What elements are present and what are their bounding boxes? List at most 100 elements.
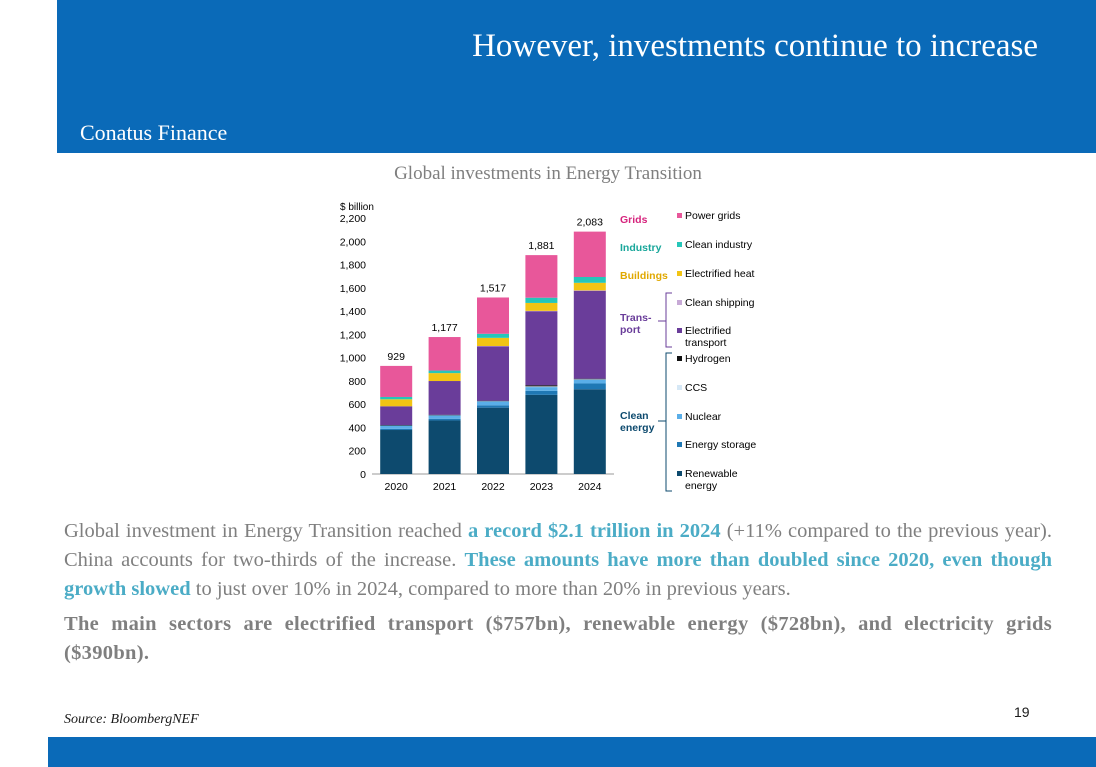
chart-title: Global investments in Energy Transition (394, 163, 702, 184)
y-tick-label: 1,400 (340, 306, 366, 318)
bar-segment (380, 425, 413, 426)
bar-segment (428, 414, 461, 416)
bar-segment (573, 379, 606, 380)
bar-segment (477, 400, 509, 402)
legend-label: CCS (685, 382, 707, 394)
legend-swatch (677, 356, 682, 361)
p1-text-3: to just over 10% in 2024, compared to mo… (190, 578, 791, 600)
bar-segment (573, 276, 606, 283)
bar-total-label: 2,083 (577, 217, 603, 229)
investment-chart: $ billion 0 200 400 600 800 1,000 1,200 1,400 1,6… (340, 202, 757, 493)
bar-segment (477, 401, 509, 406)
bar-segment (428, 381, 461, 415)
bar-segment (428, 420, 461, 474)
bar-segment (477, 346, 509, 401)
bar-segment (477, 346, 509, 347)
x-tick-label: 2023 (530, 481, 554, 493)
bar-segment (477, 400, 509, 402)
footer-bar (48, 737, 1096, 767)
legend-swatch (677, 271, 682, 276)
bar-segment (428, 415, 461, 419)
bar-total-label: 1,881 (528, 240, 554, 252)
bar-segment (525, 255, 558, 298)
bar-segment (573, 231, 606, 277)
bar-segment (428, 337, 461, 371)
x-tick-label: 2024 (578, 481, 602, 493)
legend-label: Energy storage (685, 439, 756, 451)
bar-segment (525, 297, 558, 303)
legend-label: Nuclear (685, 411, 722, 423)
body-text: Global investment in Energy Transition r… (64, 517, 1052, 674)
bar-segment (525, 390, 558, 395)
legend-swatch (677, 300, 682, 305)
legend-group-label: Clean energy (620, 410, 655, 434)
p1-highlight-2: These amounts have more than doubled sin… (64, 549, 1052, 600)
bar-total-label: 1,177 (431, 322, 457, 334)
bar-segment (525, 310, 558, 312)
bar-total-label: 929 (387, 351, 405, 363)
bar-segment (573, 383, 606, 390)
bar-segment (573, 379, 606, 384)
bar-segment (380, 425, 413, 429)
bar-segment (525, 394, 558, 474)
y-tick-label: 0 (360, 469, 366, 481)
legend-swatch (677, 471, 682, 476)
legend-swatch (677, 442, 682, 447)
clean-energy-bracket (658, 352, 672, 492)
header-bar: However, investments continue to increas… (57, 0, 1096, 153)
bar-segment (573, 290, 606, 291)
legend-label: Clean industry (685, 239, 753, 251)
bar-segment (477, 407, 509, 474)
source-note: Source: BloombergNEF (64, 712, 199, 727)
y-tick-label: 2,000 (340, 236, 366, 248)
transport-bracket (658, 292, 672, 348)
legend-group-label: Grids (620, 214, 648, 226)
legend-group-label: Trans-port (620, 312, 652, 336)
bar-segment (525, 387, 558, 391)
company-name: Conatus Finance (80, 120, 228, 145)
legend-group-label: Buildings (620, 270, 668, 282)
bar-segment (428, 370, 461, 374)
bar-segment (380, 396, 413, 400)
bar-segment (380, 399, 413, 407)
legend-swatch (677, 242, 682, 247)
y-tick-label: 200 (348, 446, 366, 458)
legend-label: Electrified heat (685, 268, 755, 280)
legend-label: Clean shipping (685, 297, 755, 309)
page-number: 19 (1014, 704, 1030, 720)
x-tick-label: 2022 (481, 481, 505, 493)
p1-text-1: Global investment in Energy Transition r… (64, 520, 468, 542)
bar-segment (525, 386, 558, 388)
paragraph-1: Global investment in Energy Transition r… (64, 517, 1052, 604)
y-tick-label: 1,600 (340, 283, 366, 295)
legend-label: Electrified transport (685, 325, 731, 349)
y-tick-label: 600 (348, 399, 366, 411)
bar-segment (525, 385, 558, 387)
bar-segment (380, 430, 413, 474)
y-tick-label: 400 (348, 422, 366, 434)
bar-segment (573, 378, 606, 380)
y-tick-label: 1,800 (340, 260, 366, 272)
bar-segment (525, 311, 558, 386)
x-tick-label: 2020 (385, 481, 409, 493)
y-tick-label: 1,200 (340, 329, 366, 341)
bar-segment (428, 418, 461, 421)
p1-text-2: (+11% compared to the previous year). Ch… (64, 520, 1052, 571)
bar-segment (573, 389, 606, 474)
bar-segment (477, 333, 509, 338)
legend-swatch (677, 328, 682, 333)
p1-highlight-1: a record $2.1 trillion in 2024 (467, 520, 721, 542)
legend-label: Hydrogen (685, 353, 731, 365)
legend-swatch (677, 385, 682, 390)
bar-segment (573, 282, 606, 291)
bar-segment (477, 405, 509, 408)
y-tick-label: 2,200 (340, 213, 366, 225)
legend-swatch (677, 213, 682, 218)
page-title: However, investments continue to increas… (472, 28, 1038, 64)
legend-label: Renewable energy (685, 468, 738, 492)
bar-segment (380, 428, 413, 431)
bar-segment (477, 337, 509, 346)
legend-label: Power grids (685, 210, 740, 222)
legend-group-label: Industry (620, 242, 662, 254)
bar-segment (428, 373, 461, 382)
